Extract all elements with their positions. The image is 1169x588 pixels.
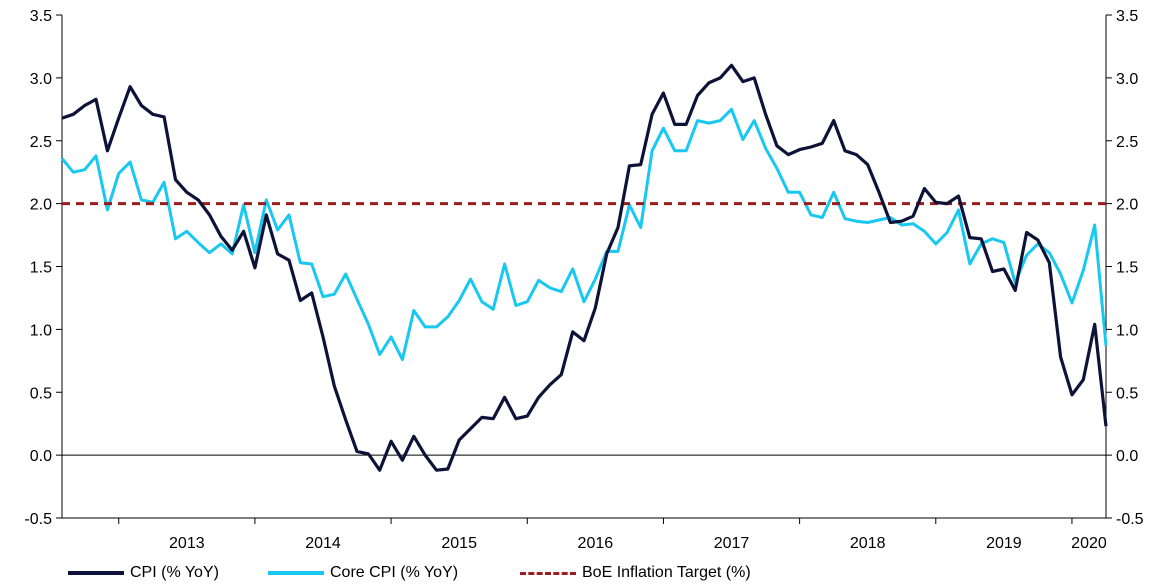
left-y-tick-label: 2.5 (30, 134, 52, 151)
right-y-tick-label: 3.0 (1116, 71, 1138, 88)
legend-swatch-core-cpi (268, 571, 324, 575)
legend-swatch-cpi (68, 571, 124, 575)
x-tick-label: 2020 (1071, 535, 1107, 552)
legend-label-target: BoE Inflation Target (%) (582, 564, 751, 581)
left-y-tick-label: 3.0 (30, 71, 52, 88)
series-line-core-cpi (60, 107, 1108, 362)
x-tick-label: 2017 (714, 535, 750, 552)
legend-label-cpi: CPI (% YoY) (130, 564, 219, 581)
right-y-tick-label: 0.0 (1116, 448, 1138, 465)
legend-item-core-cpi: Core CPI (% YoY) (268, 564, 458, 582)
left-y-axis: -0.5 0.0 0.5 1.0 1.5 2.0 2.5 3.0 3.5 (24, 8, 63, 528)
right-y-tick-label: -0.5 (1116, 511, 1144, 528)
x-tick-label: 2019 (986, 535, 1022, 552)
series-line-cpi (61, 63, 1108, 472)
x-axis: 2013 2014 2015 2016 2017 2018 2019 2020 (62, 517, 1107, 552)
x-tick-label: 2013 (169, 535, 205, 552)
x-tick-label: 2014 (305, 535, 341, 552)
right-y-tick-label: 1.0 (1116, 322, 1138, 339)
left-y-tick-label: 1.5 (30, 260, 52, 277)
left-y-tick-label: 3.5 (30, 8, 52, 25)
right-y-tick-label: 1.5 (1116, 260, 1138, 277)
left-y-tick-label: 2.0 (30, 197, 52, 214)
right-y-tick-label: 3.5 (1116, 8, 1138, 25)
x-tick-label: 2015 (441, 535, 477, 552)
right-y-tick-label: 0.5 (1116, 385, 1138, 402)
legend-swatch-target (520, 571, 576, 575)
x-tick-label: 2018 (850, 535, 886, 552)
series-group (60, 63, 1108, 472)
legend-item-cpi: CPI (% YoY) (68, 564, 219, 582)
right-y-tick-label: 2.0 (1116, 197, 1138, 214)
left-y-tick-label: 0.0 (30, 448, 52, 465)
left-y-tick-label: 0.5 (30, 385, 52, 402)
right-y-tick-label: 2.5 (1116, 134, 1138, 151)
left-y-tick-label: -0.5 (24, 511, 52, 528)
x-tick-label: 2016 (578, 535, 614, 552)
legend-label-core-cpi: Core CPI (% YoY) (330, 564, 459, 581)
left-y-tick-label: 1.0 (30, 322, 52, 339)
right-y-axis: -0.5 0.0 0.5 1.0 1.5 2.0 2.5 3.0 3.5 (1105, 8, 1144, 528)
legend-item-target: BoE Inflation Target (%) (520, 564, 751, 582)
legend: CPI (% YoY) Core CPI (% YoY) BoE Inflati… (0, 560, 1169, 588)
